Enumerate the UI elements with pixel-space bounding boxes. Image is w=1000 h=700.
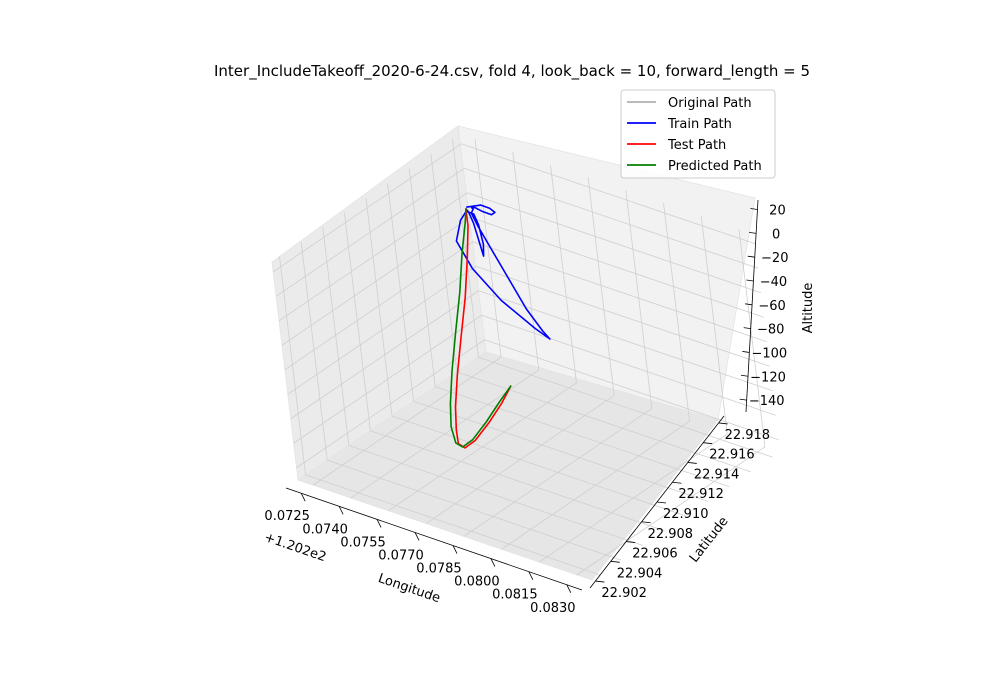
grid-line-y-floor <box>456 371 751 473</box>
chart-title: Inter_IncludeTakeoff_2020-6-24.csv, fold… <box>214 62 810 81</box>
grid-line-y-floor <box>391 415 687 517</box>
grid-line-z-back <box>463 167 759 269</box>
x-tick-label: 0.0800 <box>454 575 500 590</box>
y-tick-label: 22.902 <box>601 586 647 601</box>
z-tick-label: −100 <box>752 346 788 361</box>
z-axis-ticks: 20 0 −20 −40 −60 −80 −100 −120 −140 <box>739 204 788 409</box>
y-tick-mark <box>687 462 697 464</box>
x-tick-mark <box>300 493 306 502</box>
z-tick-mark <box>745 303 753 306</box>
y-tick-label: 22.904 <box>617 566 663 581</box>
series-line-test-path <box>454 208 512 449</box>
z-tick-mark <box>747 255 755 258</box>
series-line-train-path <box>455 204 551 340</box>
legend-label-predicted-path: Predicted Path <box>668 159 762 174</box>
grid-line-z-back <box>461 143 756 245</box>
grid-line-z-left <box>281 216 471 346</box>
x-axis-ticks: 0.07250.07400.07550.07700.07850.08000.08… <box>264 493 576 616</box>
x-tick-mark <box>452 545 458 554</box>
grid-line-z-back <box>469 216 765 318</box>
x-tick-label: 0.0740 <box>302 522 348 537</box>
y-axis-ticks: 22.902 22.904 22.906 22.908 22.910 22.912 22.9… <box>595 422 771 601</box>
y-tick-label: 22.916 <box>709 448 755 463</box>
y-tick-label: 22.906 <box>632 547 678 562</box>
grid-line-z-left <box>290 290 479 420</box>
z-tick-label: 0 <box>772 227 780 242</box>
pane-floor <box>297 351 719 581</box>
z-tick-mark <box>742 351 750 353</box>
x-axis-line <box>285 487 583 591</box>
z-tick-label: −40 <box>760 275 787 290</box>
z-tick-mark <box>739 398 747 401</box>
y-tick-mark <box>672 481 682 484</box>
grid-line-y-floor <box>435 386 730 487</box>
z-tick-label: −20 <box>761 251 788 266</box>
z-tick-label: 20 <box>769 204 786 219</box>
y-tick-mark <box>610 560 620 563</box>
x-tick-mark <box>490 558 496 567</box>
legend-label-test-path: Test Path <box>667 138 726 153</box>
x-tick-label: 0.0830 <box>530 601 576 616</box>
y-tick-mark <box>703 442 713 445</box>
x-tick-label: 0.0725 <box>264 509 310 524</box>
x-tick-label: 0.0770 <box>378 548 424 563</box>
z-tick-label: −140 <box>749 394 785 409</box>
y-tick-label: 22.912 <box>678 487 724 502</box>
axes-panes <box>271 125 756 581</box>
grid-line-z-left <box>275 167 465 297</box>
x-tick-mark <box>566 584 572 593</box>
z-tick-mark <box>740 374 749 377</box>
grid-line-z-back <box>478 290 773 392</box>
series-line-predicted-path <box>449 208 512 448</box>
y-tick-mark <box>595 580 605 583</box>
grid-lines <box>272 139 779 576</box>
x-tick-label: 0.0755 <box>340 535 386 550</box>
x-tick-label: 0.0815 <box>492 588 538 603</box>
z-tick-label: −60 <box>758 299 785 314</box>
z-axis-line <box>745 199 759 413</box>
y-tick-mark <box>718 422 728 425</box>
z-tick-label: −120 <box>750 370 786 385</box>
y-tick-mark <box>641 521 651 524</box>
y-tick-label: 22.914 <box>694 467 740 482</box>
grid-line-y-floor <box>327 459 622 561</box>
x-tick-label: 0.0785 <box>416 562 462 577</box>
grid-line-z-back <box>484 339 779 441</box>
x-tick-mark <box>414 532 420 541</box>
grid-line-y-floor <box>478 356 773 458</box>
series-layer <box>449 204 551 449</box>
grid-line-y-floor <box>305 474 600 576</box>
z-axis-label: Altitude <box>801 283 816 334</box>
grid-line-z-left <box>284 241 474 371</box>
x-tick-mark <box>528 571 534 580</box>
z-tick-label: −80 <box>757 323 784 338</box>
x-tick-mark <box>338 506 344 515</box>
grid-line-z-left <box>287 265 477 395</box>
grid-line-y-floor <box>348 445 643 546</box>
legend-label-train-path: Train Path <box>667 117 732 132</box>
z-tick-mark <box>750 208 758 210</box>
z-tick-mark <box>749 231 757 234</box>
z-tick-mark <box>746 279 754 282</box>
grid-line-z-back <box>472 241 767 343</box>
grid-line-z-back <box>466 192 762 294</box>
y-tick-label: 22.918 <box>725 428 771 443</box>
y-tick-label: 22.910 <box>663 507 709 522</box>
grid-line-y-floor <box>370 430 665 532</box>
y-tick-label: 22.908 <box>648 527 694 542</box>
grid-line-z-left <box>272 143 462 273</box>
grid-line-z-back <box>481 314 776 416</box>
x-tick-mark <box>376 519 382 528</box>
legend-frame <box>620 89 776 179</box>
grid-line-z-back <box>475 265 770 367</box>
y-tick-mark <box>626 541 636 543</box>
legend-label-original-path: Original Path <box>668 96 752 111</box>
grid-line-z-left <box>278 192 468 322</box>
grid-line-z-left <box>293 314 482 444</box>
z-tick-mark <box>743 327 751 330</box>
grid-line-y-floor <box>413 400 708 502</box>
y-tick-mark <box>656 501 667 504</box>
legend: Original Path Train Path Test Path Predicte… <box>620 89 776 179</box>
